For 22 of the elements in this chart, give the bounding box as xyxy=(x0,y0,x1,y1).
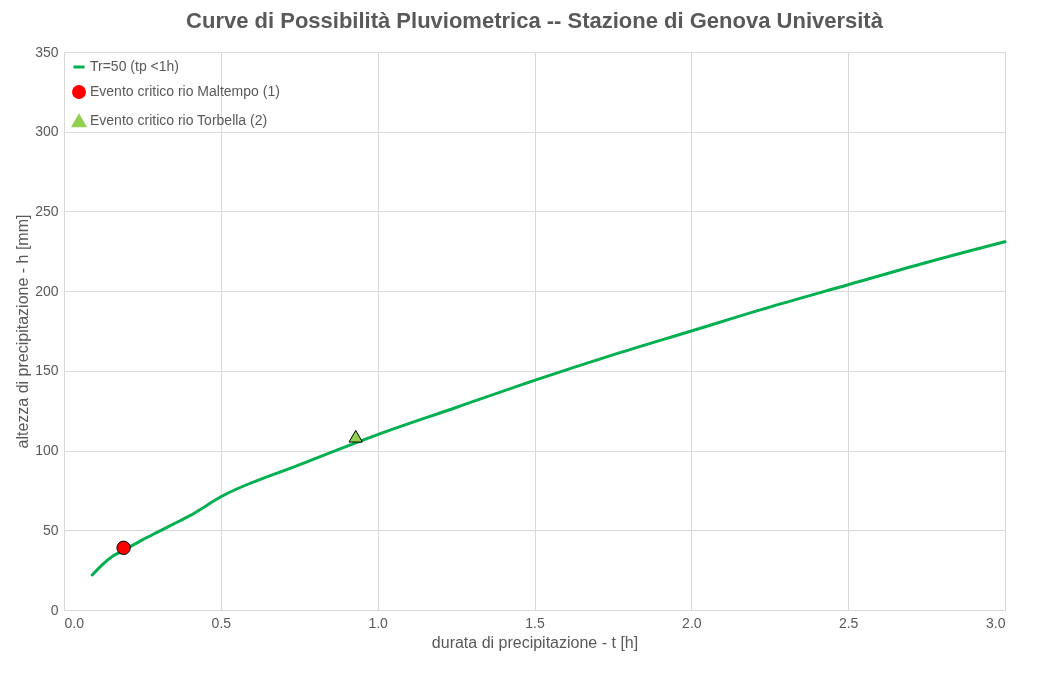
y-tick-label: 200 xyxy=(35,282,59,299)
y-tick-label: 150 xyxy=(35,362,59,379)
x-tick-label: 1.5 xyxy=(525,614,545,631)
x-tick-label: 0.5 xyxy=(211,614,232,631)
legend-label: Evento critico rio Torbella (2) xyxy=(90,112,268,128)
y-tick-label: 0 xyxy=(50,601,59,618)
x-tick-label: 1.0 xyxy=(368,614,389,631)
x-tick-label: 2.5 xyxy=(838,614,859,631)
chart-title: Curve di Possibilità Pluviometrica -- Stazione di Genova Università xyxy=(186,8,884,33)
y-tick-label: 350 xyxy=(35,43,59,60)
legend-label: Tr=50 (tp <1h) xyxy=(90,58,179,74)
y-tick-label: 300 xyxy=(35,123,59,140)
x-tick-label: 2.0 xyxy=(682,614,702,631)
line-series xyxy=(90,240,1007,577)
legend-label: Evento critico rio Maltempo (1) xyxy=(90,83,280,99)
x-axis-title: durata di precipitazione - t [h] xyxy=(431,633,639,651)
y-tick-label: 250 xyxy=(35,202,59,219)
x-tick-label: 3.0 xyxy=(986,614,1006,631)
y-axis-title: altezza di precipitazione - h [mm] xyxy=(14,214,32,449)
x-tick-label: 0.0 xyxy=(64,614,85,631)
y-tick-label: 100 xyxy=(35,442,59,459)
y-tick-label: 50 xyxy=(42,521,59,538)
